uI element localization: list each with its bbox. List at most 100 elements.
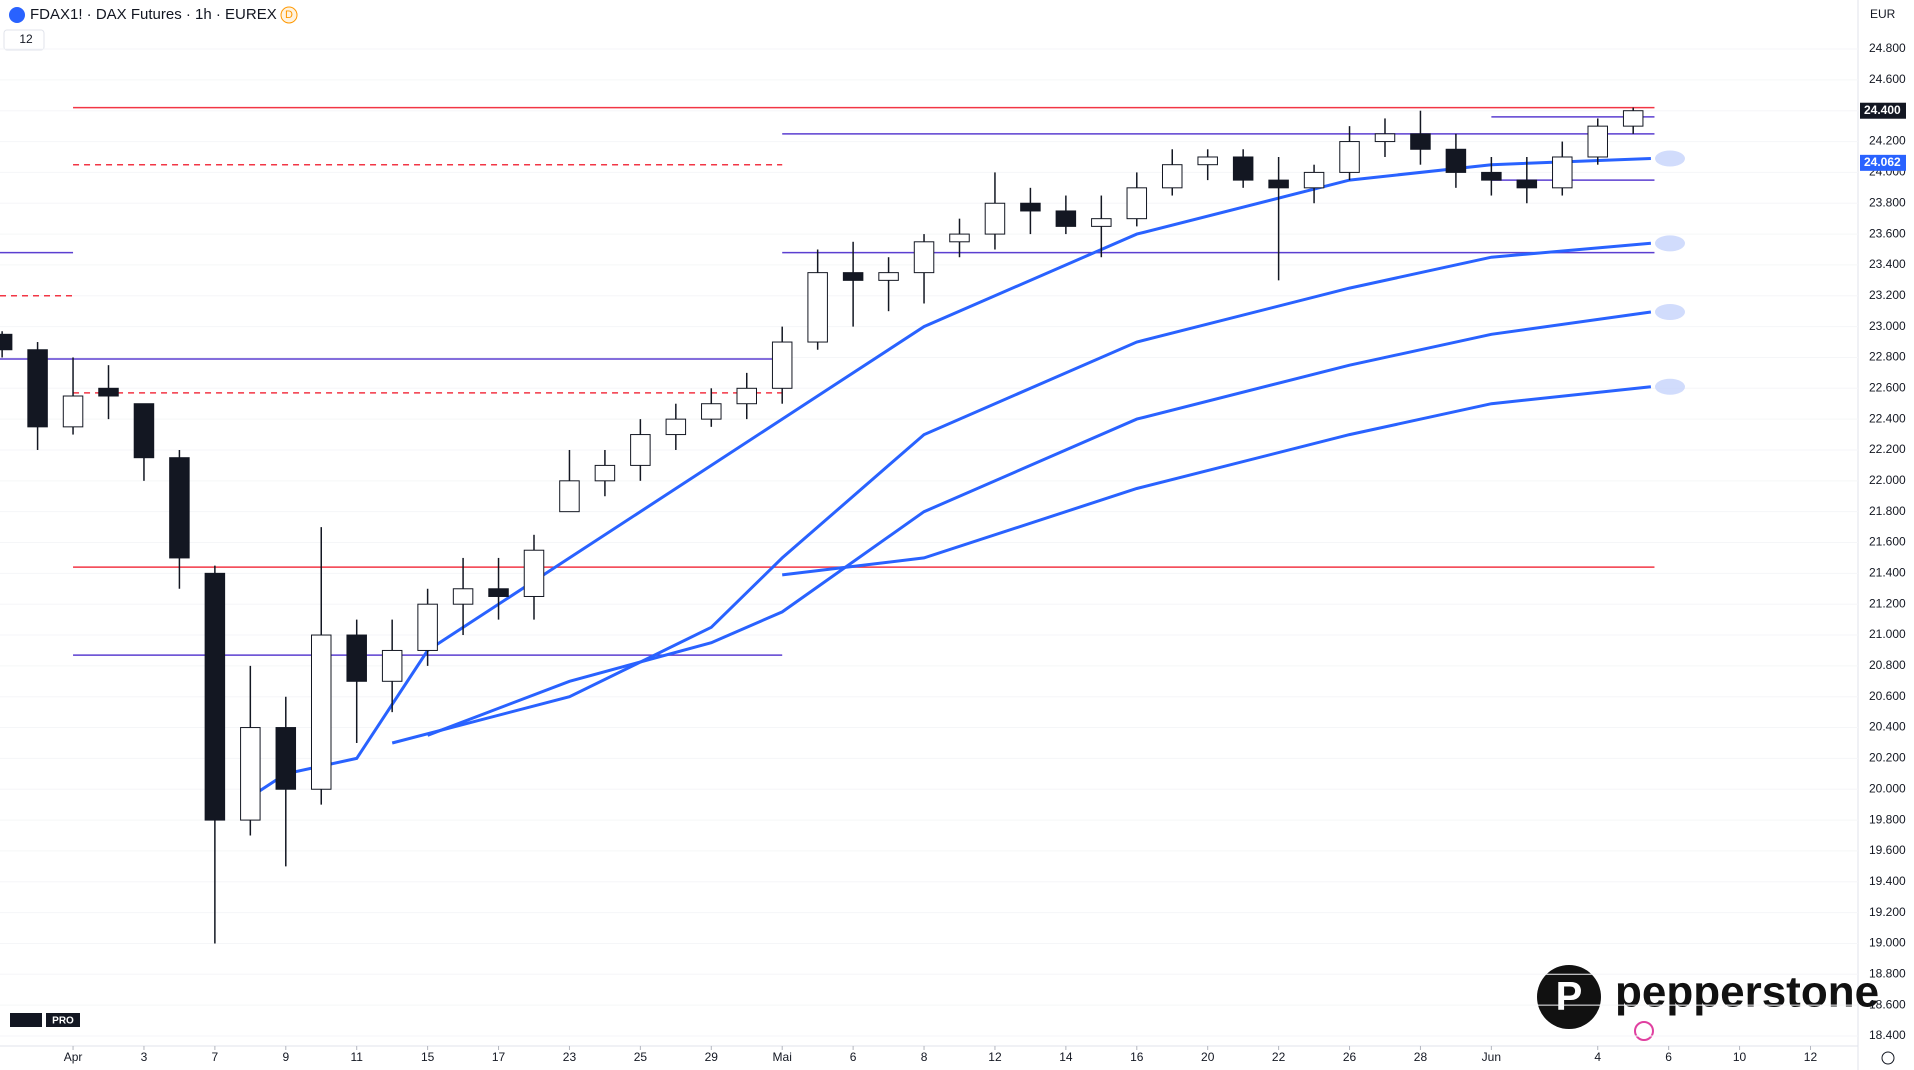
x-tick-label: 29 (705, 1050, 719, 1064)
candle (1091, 195, 1112, 258)
candle-body (701, 403, 722, 420)
candle-body (27, 349, 48, 428)
candle-body (1339, 141, 1360, 173)
badge-circle (280, 6, 298, 24)
candle-body (346, 634, 367, 682)
y-tick-label: 22.600 (1869, 380, 1906, 394)
candle (1339, 126, 1360, 181)
x-tick-label: 22 (1272, 1050, 1286, 1064)
candle-body (1516, 179, 1538, 189)
y-tick-label: 18.400 (1869, 1028, 1906, 1042)
candle (1516, 156, 1538, 204)
y-tick-label: 23.600 (1869, 226, 1906, 240)
replay-icon[interactable] (1634, 1021, 1654, 1041)
x-tick-label: 11 (350, 1050, 363, 1064)
candle-body (984, 202, 1006, 235)
symbol-icon (9, 7, 25, 23)
candle (949, 218, 970, 258)
candle (204, 565, 226, 944)
badge: D (285, 9, 293, 21)
candle-body (275, 727, 297, 790)
candle-body (807, 272, 828, 343)
candle (594, 449, 616, 497)
candle-body (1374, 133, 1396, 143)
y-tick-label: 18.600 (1869, 997, 1906, 1011)
settings-icon[interactable] (1881, 1051, 1895, 1065)
vwap-line (391, 241, 1652, 745)
y-tick-label: 20.800 (1869, 658, 1906, 672)
candle-body (1091, 218, 1112, 227)
candle-body (204, 572, 226, 821)
y-tick-label: 23.000 (1869, 319, 1906, 333)
indicators-toggle[interactable] (3, 29, 45, 51)
price-label-box (1860, 102, 1906, 119)
price-label: 24.400 (1864, 103, 1901, 117)
x-tick-label: 28 (1414, 1050, 1428, 1064)
x-tick-label: 20 (1201, 1050, 1215, 1064)
candle (346, 619, 367, 743)
currency[interactable]: EUR (1870, 7, 1896, 21)
y-tick-label: 20.400 (1869, 720, 1906, 734)
y-tick-label: 23.200 (1869, 288, 1906, 302)
y-tick-label: 22.400 (1869, 411, 1906, 425)
candle-body (949, 233, 970, 243)
x-tick-label: 23 (563, 1050, 577, 1064)
candle (1587, 118, 1608, 165)
candle-body (1126, 187, 1148, 220)
x-tick-label: 26 (1343, 1050, 1357, 1064)
line-end-marker (1655, 235, 1685, 252)
price-label: 24.062 (1864, 155, 1901, 169)
candle (1374, 118, 1396, 157)
vwap-line (782, 385, 1652, 577)
candle (984, 172, 1006, 250)
candle (1622, 107, 1644, 134)
x-tick-label: Apr (64, 1050, 83, 1064)
candle (0, 331, 13, 358)
candle (736, 372, 757, 420)
indicator-count[interactable]: 12 (19, 32, 33, 46)
candle-body (310, 634, 332, 790)
price-label-box (1860, 154, 1906, 171)
candle (630, 419, 651, 481)
candle-body (1410, 133, 1431, 150)
candle-body (488, 588, 509, 597)
x-tick-label: 6 (850, 1050, 857, 1064)
y-tick-label: 21.400 (1869, 566, 1906, 580)
candle (169, 449, 190, 589)
candle-body (1552, 156, 1573, 189)
y-tick-label: 24.600 (1869, 72, 1906, 86)
y-tick-label: 19.200 (1869, 905, 1906, 919)
candle (452, 557, 474, 636)
candle (240, 665, 261, 836)
candle (1552, 141, 1573, 196)
symbol-title[interactable]: FDAX1! · DAX Futures · 1h · EUREX (30, 6, 277, 23)
candle-body (1622, 110, 1644, 127)
logo-mark (1537, 965, 1601, 1029)
y-tick-label: 19.600 (1869, 843, 1906, 857)
x-tick-label: 6 (1665, 1050, 1672, 1064)
x-tick-label: 17 (492, 1050, 506, 1064)
x-tick-label: 12 (1804, 1050, 1818, 1064)
candle-body (630, 434, 651, 466)
candle (842, 241, 864, 327)
candle-body (665, 418, 687, 436)
x-tick-label: 12 (988, 1050, 1002, 1064)
candle (523, 534, 545, 620)
y-tick-label: 19.400 (1869, 874, 1906, 888)
vwap-line (427, 310, 1652, 737)
candle (665, 403, 687, 450)
candle (98, 365, 119, 420)
candle (1055, 195, 1077, 235)
y-tick-label: 23.800 (1869, 195, 1906, 209)
candle-body (169, 457, 190, 559)
y-tick-label: 21.000 (1869, 627, 1906, 641)
candle (275, 696, 297, 867)
candle (1161, 149, 1183, 196)
y-tick-label: 20.000 (1869, 781, 1906, 795)
x-tick-label: 4 (1594, 1050, 1601, 1064)
y-tick-label: 22.000 (1869, 473, 1906, 487)
candle-body (594, 464, 616, 482)
vwap-line (249, 157, 1651, 799)
